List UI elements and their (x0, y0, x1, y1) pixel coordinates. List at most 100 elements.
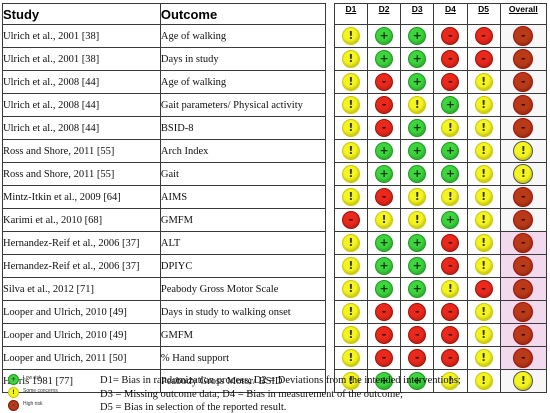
gap-cell (324, 47, 335, 71)
domain-cell-d1: - (333, 208, 368, 232)
some-concerns-icon: ! (474, 234, 493, 253)
some-concerns-icon: ! (513, 141, 534, 161)
domain-cell-d2: + (366, 369, 402, 393)
outcome-cell: BSID-8 (159, 116, 326, 140)
domain-cell-d2: - (366, 300, 402, 324)
high-risk-icon: - (513, 325, 534, 345)
low-risk-icon: + (408, 372, 427, 391)
domain-cell-d1: ! (333, 47, 368, 71)
table-row: Karimi et al., 2010 [68] GMFM -!! +! - (2, 208, 548, 232)
domain-cell-d4: - (433, 323, 468, 347)
domain-cell-d2: - (366, 93, 402, 117)
outcome-cell: Age of walking (159, 70, 326, 94)
outcome-cell: GMFM (159, 323, 326, 347)
domain-cell-d4: + (433, 162, 468, 186)
study-cell: Looper and Ulrich, 2011 [50] (2, 346, 161, 370)
high-risk-icon: - (375, 188, 394, 207)
gap-cell (324, 116, 335, 140)
some-concerns-icon: ! (474, 96, 493, 115)
some-concerns-icon: ! (441, 188, 460, 207)
domain-cell-d3: - (400, 300, 435, 324)
some-concerns-icon: ! (474, 372, 493, 391)
table-row: Looper and Ulrich, 2010 [49] Days in stud… (2, 300, 548, 324)
high-risk-icon: - (474, 280, 493, 299)
study-cell: Ulrich et al., 2001 [38] (2, 47, 161, 71)
domain-cell-d4: - (433, 254, 468, 278)
some-concerns-icon: ! (341, 165, 360, 184)
outcome-cell: DPIYC (159, 254, 326, 278)
study-cell: Silva et al., 2012 [71] (2, 277, 161, 301)
low-risk-icon: + (408, 27, 427, 46)
overall-cell: - (499, 277, 548, 301)
high-risk-icon: - (513, 279, 534, 299)
gap-cell (324, 300, 335, 324)
domain-cell-d2: + (366, 277, 402, 301)
domain-cell-d2: + (366, 47, 402, 71)
high-risk-icon: - (513, 256, 534, 276)
low-risk-icon: + (375, 234, 394, 253)
header-d5: D5 (466, 3, 501, 25)
overall-cell: - (499, 185, 548, 209)
domain-cell-d5: ! (466, 369, 501, 393)
table-row: Ulrich et al., 2008 [44] BSID-8! - +!! - (2, 116, 548, 140)
study-cell: Karimi et al., 2010 [68] (2, 208, 161, 232)
high-risk-icon: - (441, 326, 460, 345)
domain-cell-d5: ! (466, 185, 501, 209)
gap-cell (324, 346, 335, 370)
low-risk-icon: + (408, 280, 427, 299)
high-risk-icon: - (513, 72, 534, 92)
domain-cell-d5: ! (466, 231, 501, 255)
table-row: Ulrich et al., 2008 [44] Age of walking! -… (2, 70, 548, 94)
domain-cell-d1: ! (333, 300, 368, 324)
some-concerns-icon: ! (375, 211, 394, 230)
domain-cell-d3: + (400, 24, 435, 48)
low-risk-icon: + (375, 165, 394, 184)
some-concerns-icon: ! (341, 119, 360, 138)
some-concerns-icon: ! (408, 211, 427, 230)
outcome-cell: AIMS (159, 185, 326, 209)
some-concerns-icon: ! (474, 119, 493, 138)
high-risk-icon: - (408, 349, 427, 368)
high-risk-icon: - (375, 349, 394, 368)
some-concerns-icon: ! (341, 303, 360, 322)
study-cell: Hernandez-Reif et al., 2006 [37] (2, 231, 161, 255)
study-cell: Looper and Ulrich, 2010 [49] (2, 300, 161, 324)
domain-cell-d2: ! (366, 208, 402, 232)
high-risk-icon: - (513, 26, 534, 46)
high-risk-icon: - (375, 96, 394, 115)
table-body: Ulrich et al., 2001 [38] Age of walking! +… (2, 24, 548, 393)
study-cell: Ulrich et al., 2008 [44] (2, 70, 161, 94)
domain-cell-d3: - (400, 323, 435, 347)
low-risk-icon: + (8, 374, 19, 385)
study-cell: Ross and Shore, 2011 [55] (2, 139, 161, 163)
header-study: Study (2, 3, 161, 25)
domain-cell-d2: - (366, 116, 402, 140)
some-concerns-icon: ! (408, 188, 427, 207)
domain-cell-d5: ! (466, 254, 501, 278)
high-risk-icon: - (8, 400, 19, 411)
header-overall: Overall (499, 3, 548, 25)
domain-cell-d3: + (400, 116, 435, 140)
some-concerns-icon: ! (513, 164, 534, 184)
gap-cell (324, 70, 335, 94)
overall-cell: - (499, 93, 548, 117)
high-risk-icon: - (375, 73, 394, 92)
some-concerns-icon: ! (441, 372, 460, 391)
table-row: Looper and Ulrich, 2011 [50]% Hand suppo… (2, 346, 548, 370)
domain-cell-d1: ! (333, 93, 368, 117)
domain-cell-d1: ! (333, 116, 368, 140)
low-risk-icon: + (441, 165, 460, 184)
high-risk-icon: - (408, 326, 427, 345)
some-concerns-icon: ! (341, 142, 360, 161)
outcome-cell: Days in study (159, 47, 326, 71)
domain-cell-d3: ! (400, 208, 435, 232)
gap-cell (324, 139, 335, 163)
domain-cell-d4: + (433, 93, 468, 117)
domain-cell-d5: - (466, 24, 501, 48)
domain-cell-d5: ! (466, 139, 501, 163)
study-cell: Harris 1981 [77] (2, 369, 161, 393)
low-risk-icon: + (441, 142, 460, 161)
outcome-cell: % Hand support (159, 346, 326, 370)
overall-cell: - (499, 231, 548, 255)
some-concerns-icon: ! (474, 188, 493, 207)
